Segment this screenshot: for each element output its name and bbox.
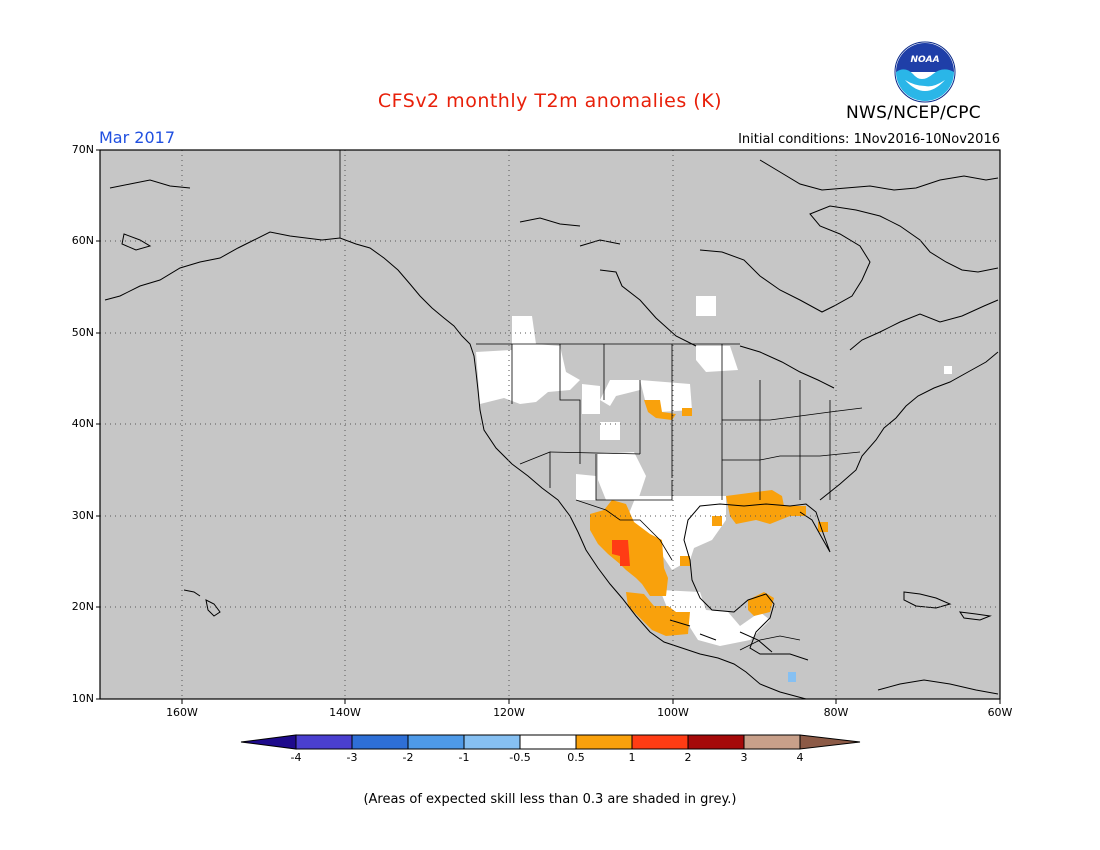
colorbar-tick-label: -2 bbox=[402, 751, 414, 764]
lat-label: 20N bbox=[71, 600, 94, 613]
noaa-logo-text: NOAA bbox=[910, 55, 939, 65]
anomaly-near-normal bbox=[476, 296, 952, 646]
map-title: CFSv2 monthly T2m anomalies (K) bbox=[377, 90, 723, 112]
colorbar-tick-label: 0.5 bbox=[567, 751, 585, 764]
colorbar-tick-label: -0.5 bbox=[509, 751, 531, 764]
lon-label: 120W bbox=[493, 706, 525, 719]
colorbar-tick-label: -4 bbox=[290, 751, 302, 764]
lat-label: 40N bbox=[71, 417, 94, 430]
anomaly-warm-1-2 bbox=[612, 540, 630, 566]
axis-ticks bbox=[96, 149, 1001, 704]
colorbar-bin bbox=[519, 734, 577, 750]
colorbar-bin bbox=[687, 734, 745, 750]
colorbar-tick-label: 4 bbox=[796, 751, 804, 764]
colorbar-bin bbox=[631, 734, 689, 750]
anomaly-cool-0p5-1 bbox=[788, 672, 796, 682]
footnote: (Areas of expected skill less than 0.3 a… bbox=[363, 792, 737, 807]
colorbar-bin bbox=[407, 734, 465, 750]
noaa-logo: NOAA bbox=[894, 41, 956, 103]
lon-label: 140W bbox=[329, 706, 361, 719]
colorbar-bin bbox=[743, 734, 801, 750]
colorbar-tick-label: 1 bbox=[628, 751, 636, 764]
lon-label: 160W bbox=[166, 706, 198, 719]
colorbar-bin bbox=[463, 734, 521, 750]
coastlines bbox=[104, 159, 999, 699]
lon-label: 100W bbox=[657, 706, 689, 719]
lat-label: 30N bbox=[71, 509, 94, 522]
valid-month-label: Mar 2017 bbox=[99, 128, 175, 147]
lat-label: 50N bbox=[71, 326, 94, 339]
colorbar-arrow-left bbox=[240, 734, 297, 750]
lat-label: 70N bbox=[71, 143, 94, 156]
colorbar-tick-label: 2 bbox=[684, 751, 692, 764]
organization-label: NWS/NCEP/CPC bbox=[846, 103, 981, 123]
political-borders bbox=[339, 150, 863, 651]
lon-label: 80W bbox=[823, 706, 849, 719]
colorbar-bin bbox=[351, 734, 409, 750]
graticule bbox=[100, 150, 1000, 699]
lat-label: 10N bbox=[71, 692, 94, 705]
lon-label: 60W bbox=[987, 706, 1013, 719]
colorbar-tick-label: -1 bbox=[458, 751, 470, 764]
colorbar-arrow-right bbox=[799, 734, 861, 750]
lat-label: 60N bbox=[71, 234, 94, 247]
colorbar-bin bbox=[295, 734, 353, 750]
colorbar-tick-label: 3 bbox=[740, 751, 748, 764]
colorbar bbox=[240, 734, 861, 750]
colorbar-bin bbox=[575, 734, 633, 750]
colorbar-tick-label: -3 bbox=[346, 751, 358, 764]
initial-conditions-label: Initial conditions: 1Nov2016-10Nov2016 bbox=[738, 132, 1000, 147]
